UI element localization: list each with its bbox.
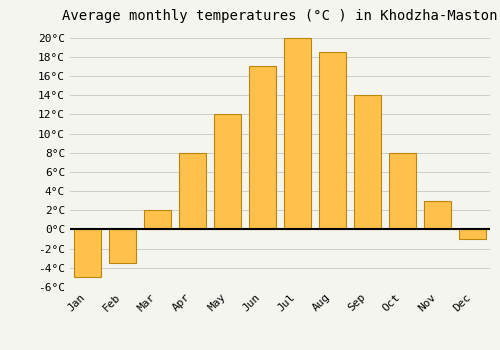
Bar — [110, 230, 136, 263]
Bar — [250, 66, 276, 230]
Bar — [320, 52, 345, 230]
Bar — [284, 37, 310, 230]
Bar — [460, 230, 485, 239]
Bar — [180, 153, 206, 230]
Bar — [144, 210, 171, 230]
Title: Average monthly temperatures (°C ) in Khodzha-Maston: Average monthly temperatures (°C ) in Kh… — [62, 9, 498, 23]
Bar — [424, 201, 450, 230]
Bar — [354, 95, 380, 230]
Bar — [214, 114, 240, 230]
Bar — [74, 230, 101, 278]
Bar — [390, 153, 415, 230]
